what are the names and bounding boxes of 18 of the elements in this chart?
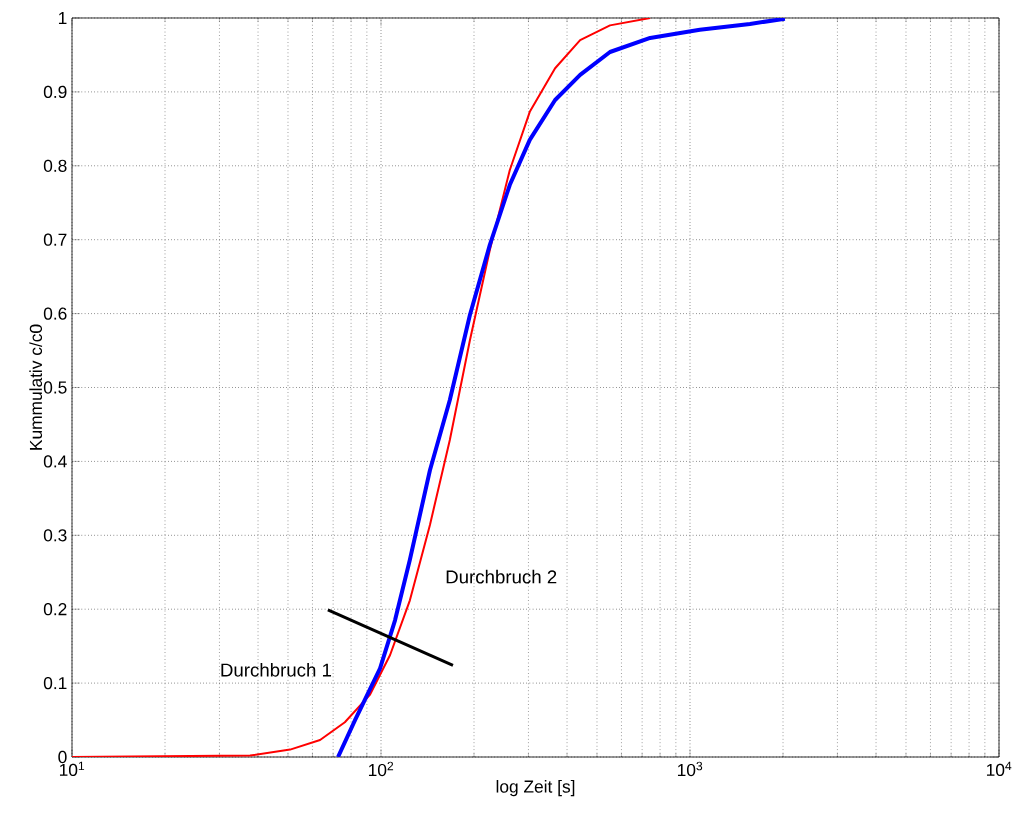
- y-tick-label: 0.8: [43, 159, 67, 172]
- x-tick-label: 10$^{2}$: [368, 761, 394, 777]
- y-tick-label: 0: [58, 750, 67, 764]
- y-tick-label: 0.7: [43, 233, 67, 246]
- y-tick-label: 0.4: [43, 455, 67, 468]
- x-axis-title: log Zeit [s]: [496, 779, 575, 797]
- y-tick-label: 0.2: [43, 603, 67, 616]
- y-tick-label: 0.1: [43, 676, 67, 690]
- y-tick-label: 0.3: [43, 529, 67, 542]
- x-tick-label: 10$^{4}$: [986, 761, 1012, 777]
- y-axis-title: Kummulativ c/c0: [29, 324, 43, 450]
- annotation: Durchbruch 2: [446, 569, 557, 584]
- y-tick-label: 0.5: [43, 381, 67, 394]
- x-tick-label: 10$^{3}$: [677, 761, 703, 777]
- y-tick-label: 0.6: [43, 307, 67, 320]
- y-tick-label: 0.9: [43, 85, 67, 99]
- annotation: Durchbruch 1: [221, 662, 332, 677]
- y-tick-label: 1: [58, 12, 67, 24]
